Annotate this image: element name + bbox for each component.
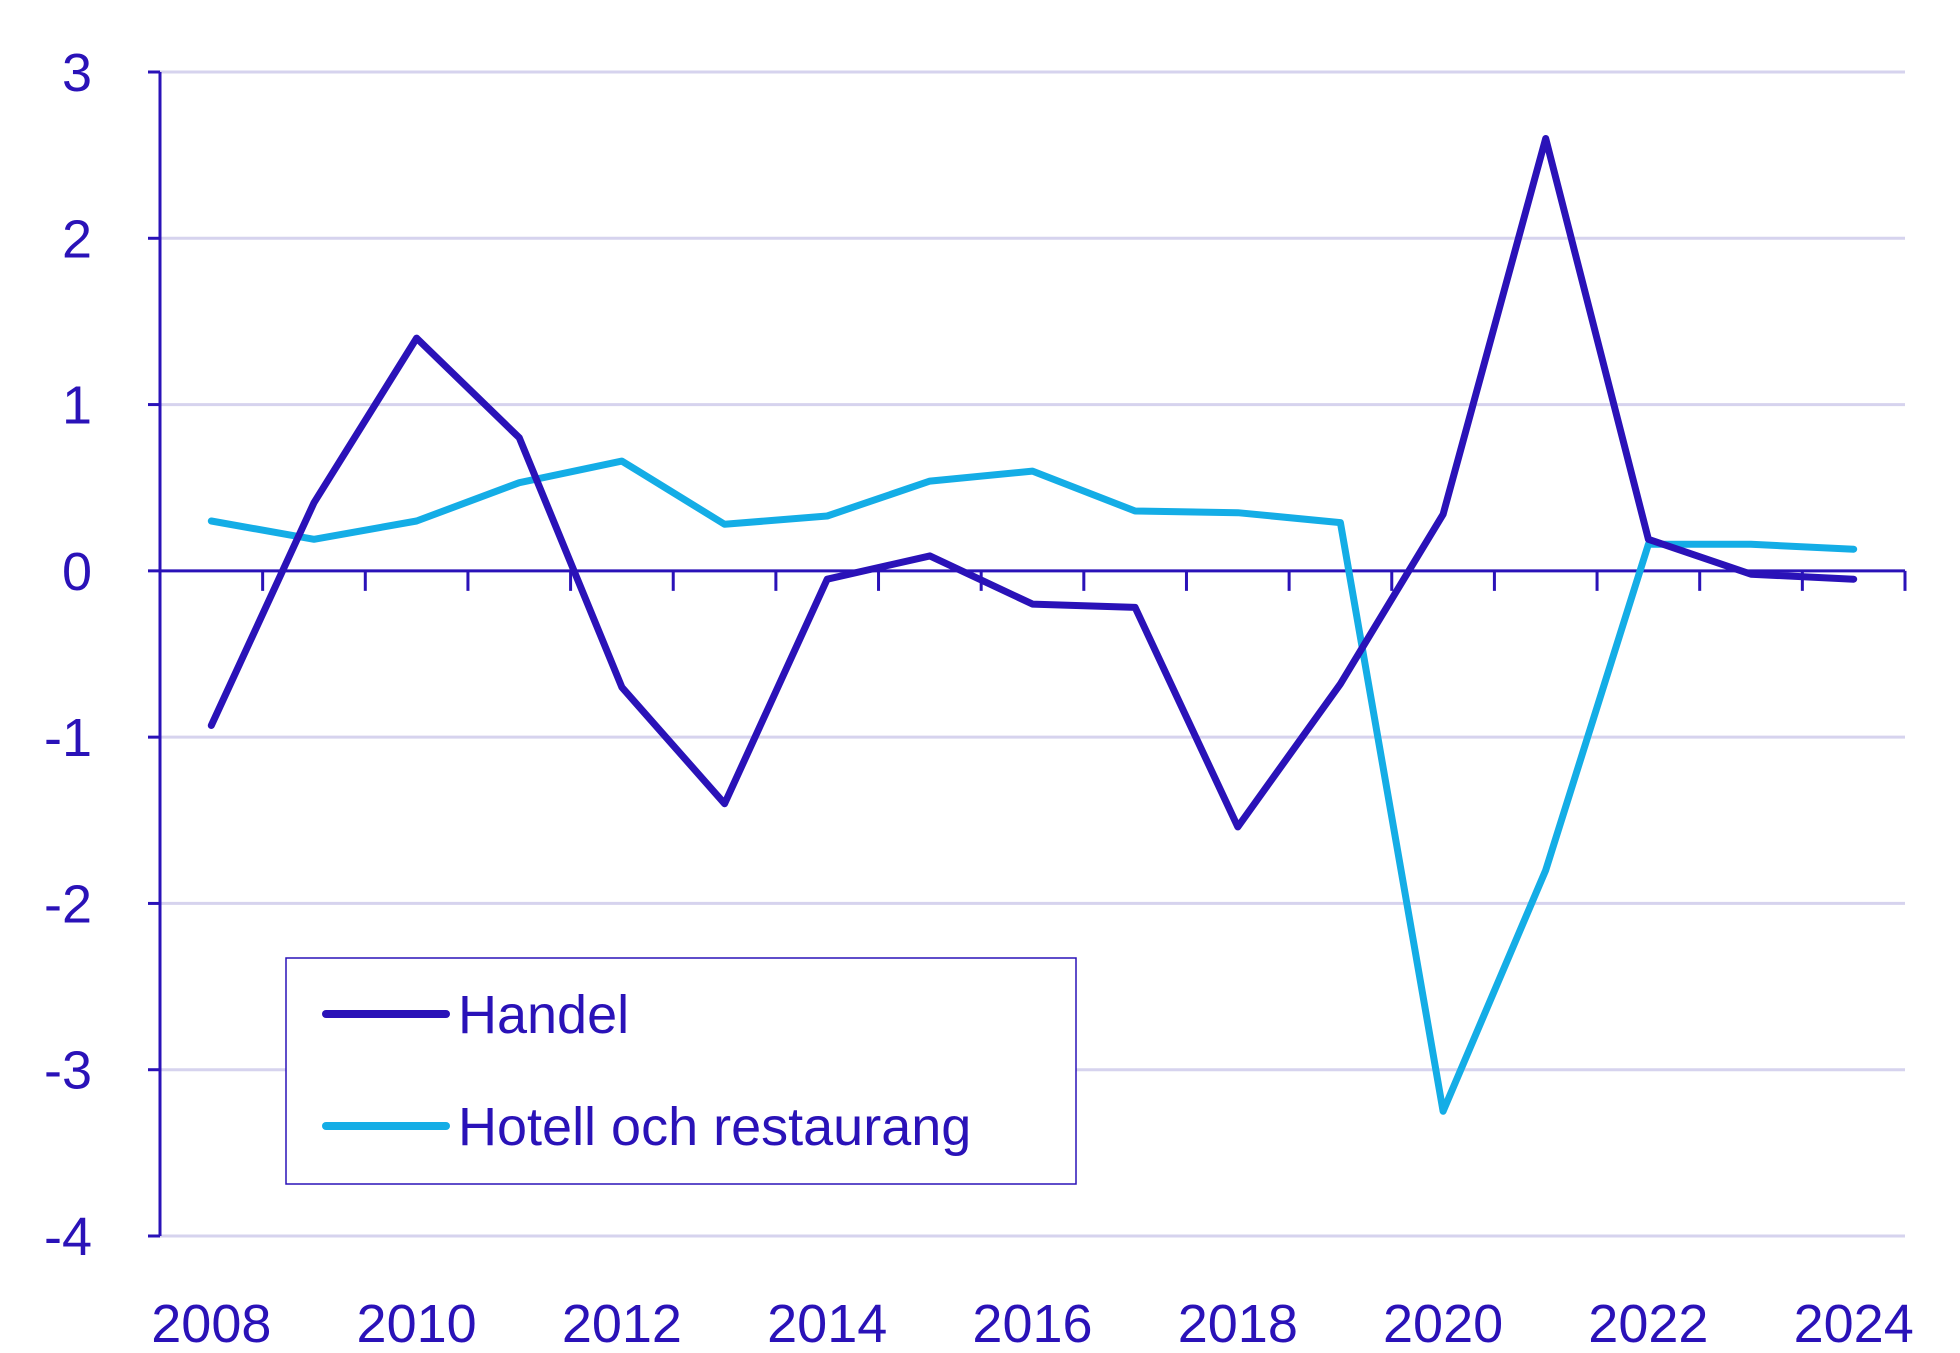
x-tick-label: 2010	[357, 1294, 477, 1353]
legend-label-hotell-och-restaurang: Hotell och restaurang	[458, 1097, 971, 1157]
y-tick-label: 1	[62, 376, 92, 436]
y-tick-label: 3	[62, 43, 92, 103]
y-tick-label: -1	[44, 708, 92, 768]
y-tick-label: -2	[44, 874, 92, 934]
x-tick-label: 2014	[767, 1294, 887, 1353]
x-axis: 2008 2010 2012 2014 2016 2018 2020 2022 2024	[151, 569, 1914, 1353]
x-tick-label: 2018	[1178, 1294, 1298, 1353]
y-tick-label: -3	[44, 1041, 92, 1101]
x-tick-label: 2022	[1588, 1294, 1708, 1353]
series-line-hotell-och-restaurang	[207, 457, 1858, 1115]
y-tick-label: 0	[62, 542, 92, 602]
y-axis: 3 2 1 0 -1 -2 -3 -4	[44, 43, 162, 1267]
x-tick-label: 2016	[972, 1294, 1092, 1353]
x-tick-label: 2008	[151, 1294, 271, 1353]
y-tick-label: -4	[44, 1207, 92, 1267]
legend-label-handel: Handel	[458, 985, 629, 1045]
x-tick-label: 2012	[562, 1294, 682, 1353]
legend-box	[285, 957, 1077, 1185]
legend: Handel Hotell och restaurang	[285, 957, 1077, 1185]
y-tick-label: 2	[62, 209, 92, 269]
series-line-handel	[207, 135, 1858, 831]
series-lines	[207, 135, 1858, 1115]
x-tick-label: 2020	[1383, 1294, 1503, 1353]
x-tick-label: 2024	[1794, 1294, 1914, 1353]
